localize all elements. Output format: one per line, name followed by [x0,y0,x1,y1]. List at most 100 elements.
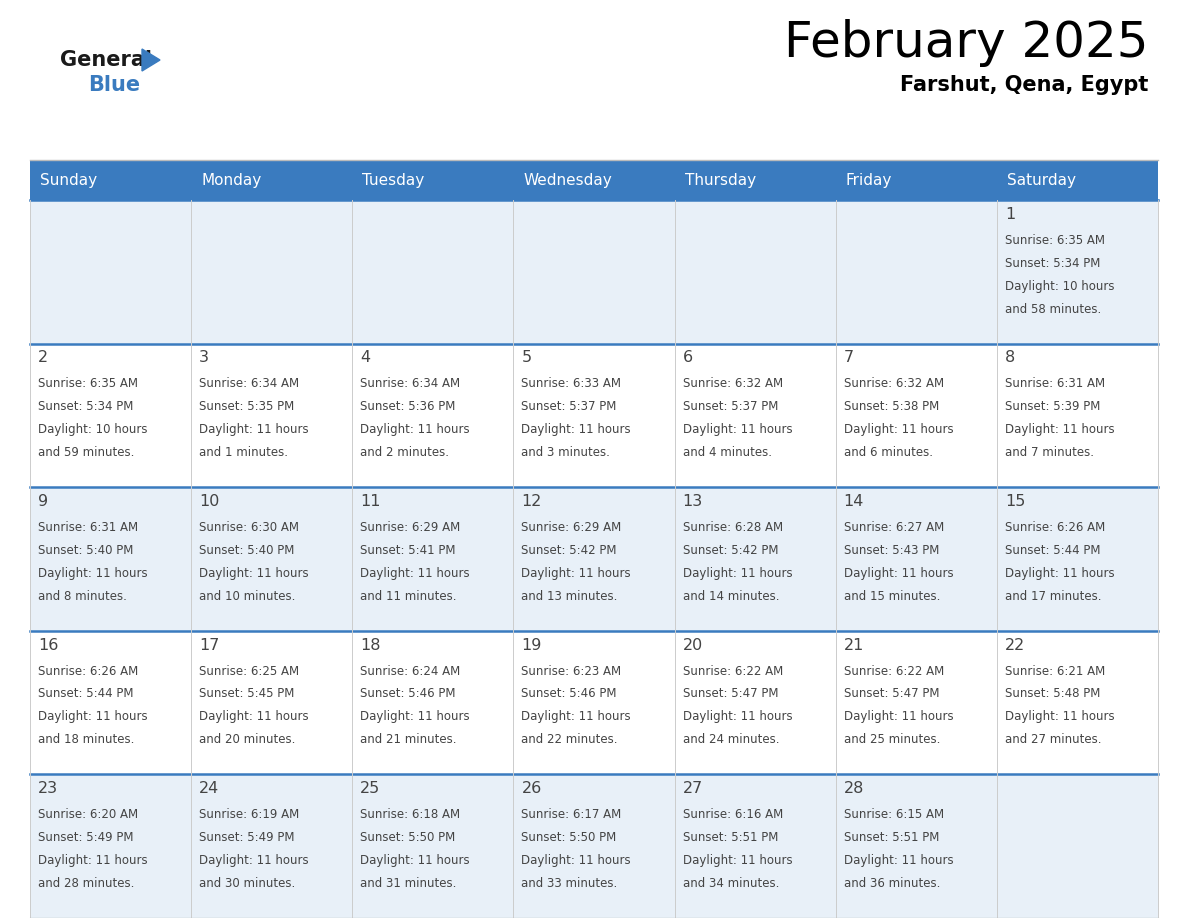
Text: 8: 8 [1005,351,1015,365]
Text: Daylight: 11 hours: Daylight: 11 hours [843,566,953,580]
Text: Sunrise: 6:24 AM: Sunrise: 6:24 AM [360,665,461,677]
Text: Sunset: 5:46 PM: Sunset: 5:46 PM [522,688,617,700]
Bar [30,343,1158,487]
Text: and 20 minutes.: and 20 minutes. [200,733,296,746]
Text: Sunset: 5:47 PM: Sunset: 5:47 PM [683,688,778,700]
Text: Blue: Blue [88,75,140,95]
Bar [30,200,1158,343]
Text: and 15 minutes.: and 15 minutes. [843,590,940,603]
Text: Daylight: 11 hours: Daylight: 11 hours [843,711,953,723]
Text: Daylight: 11 hours: Daylight: 11 hours [522,854,631,868]
Text: and 1 minutes.: and 1 minutes. [200,446,289,459]
Text: Daylight: 11 hours: Daylight: 11 hours [38,854,147,868]
Text: Sunset: 5:38 PM: Sunset: 5:38 PM [843,400,939,413]
Text: 24: 24 [200,781,220,796]
Text: Sunset: 5:50 PM: Sunset: 5:50 PM [360,831,455,844]
Text: Daylight: 11 hours: Daylight: 11 hours [1005,423,1114,436]
Text: Saturday: Saturday [1007,173,1076,187]
Text: 27: 27 [683,781,703,796]
Text: Sunrise: 6:26 AM: Sunrise: 6:26 AM [38,665,138,677]
Text: Tuesday: Tuesday [362,173,424,187]
Text: and 8 minutes.: and 8 minutes. [38,590,127,603]
Text: and 14 minutes.: and 14 minutes. [683,590,779,603]
Text: Sunset: 5:39 PM: Sunset: 5:39 PM [1005,400,1100,413]
Text: and 36 minutes.: and 36 minutes. [843,877,940,890]
Text: 15: 15 [1005,494,1025,509]
Text: and 10 minutes.: and 10 minutes. [200,590,296,603]
Text: Daylight: 11 hours: Daylight: 11 hours [683,566,792,580]
Text: Daylight: 10 hours: Daylight: 10 hours [38,423,147,436]
Text: Daylight: 11 hours: Daylight: 11 hours [522,566,631,580]
Text: Sunrise: 6:18 AM: Sunrise: 6:18 AM [360,808,461,821]
Text: Daylight: 11 hours: Daylight: 11 hours [360,423,470,436]
Text: Daylight: 11 hours: Daylight: 11 hours [522,711,631,723]
Text: and 6 minutes.: and 6 minutes. [843,446,933,459]
Text: Daylight: 11 hours: Daylight: 11 hours [200,423,309,436]
Text: 20: 20 [683,638,703,653]
Text: Sunset: 5:34 PM: Sunset: 5:34 PM [1005,257,1100,270]
Text: and 17 minutes.: and 17 minutes. [1005,590,1101,603]
Text: Daylight: 11 hours: Daylight: 11 hours [1005,566,1114,580]
Text: Wednesday: Wednesday [524,173,612,187]
Text: 22: 22 [1005,638,1025,653]
Text: 4: 4 [360,351,371,365]
Text: and 13 minutes.: and 13 minutes. [522,590,618,603]
Text: Sunset: 5:42 PM: Sunset: 5:42 PM [522,543,617,557]
Text: Sunset: 5:40 PM: Sunset: 5:40 PM [200,543,295,557]
Text: Daylight: 11 hours: Daylight: 11 hours [683,711,792,723]
Text: Sunset: 5:37 PM: Sunset: 5:37 PM [522,400,617,413]
Text: 13: 13 [683,494,703,509]
Text: and 22 minutes.: and 22 minutes. [522,733,618,746]
Text: Sunset: 5:51 PM: Sunset: 5:51 PM [683,831,778,844]
Text: Sunrise: 6:16 AM: Sunrise: 6:16 AM [683,808,783,821]
Text: Sunset: 5:36 PM: Sunset: 5:36 PM [360,400,456,413]
Text: Sunset: 5:37 PM: Sunset: 5:37 PM [683,400,778,413]
Text: Daylight: 11 hours: Daylight: 11 hours [360,566,470,580]
Text: Sunset: 5:34 PM: Sunset: 5:34 PM [38,400,133,413]
Bar [30,160,1158,200]
Text: Sunrise: 6:15 AM: Sunrise: 6:15 AM [843,808,943,821]
Text: Daylight: 11 hours: Daylight: 11 hours [683,854,792,868]
Text: Sunrise: 6:32 AM: Sunrise: 6:32 AM [683,377,783,390]
Text: Daylight: 11 hours: Daylight: 11 hours [683,423,792,436]
Text: Sunset: 5:41 PM: Sunset: 5:41 PM [360,543,456,557]
Text: and 31 minutes.: and 31 minutes. [360,877,456,890]
Text: 9: 9 [38,494,49,509]
Text: Sunset: 5:43 PM: Sunset: 5:43 PM [843,543,939,557]
Text: Daylight: 11 hours: Daylight: 11 hours [360,711,470,723]
Text: Sunrise: 6:35 AM: Sunrise: 6:35 AM [1005,234,1105,247]
Text: and 21 minutes.: and 21 minutes. [360,733,456,746]
Text: Daylight: 11 hours: Daylight: 11 hours [200,566,309,580]
Text: Sunrise: 6:34 AM: Sunrise: 6:34 AM [360,377,461,390]
Text: Sunrise: 6:33 AM: Sunrise: 6:33 AM [522,377,621,390]
Text: 28: 28 [843,781,864,796]
Text: 26: 26 [522,781,542,796]
Text: 17: 17 [200,638,220,653]
Text: 25: 25 [360,781,380,796]
Bar [30,631,1158,775]
Bar [30,487,1158,631]
Text: Sunrise: 6:31 AM: Sunrise: 6:31 AM [38,521,138,534]
Text: Sunrise: 6:29 AM: Sunrise: 6:29 AM [360,521,461,534]
Text: and 2 minutes.: and 2 minutes. [360,446,449,459]
Text: and 3 minutes.: and 3 minutes. [522,446,611,459]
Text: Sunset: 5:44 PM: Sunset: 5:44 PM [38,688,133,700]
Text: Daylight: 11 hours: Daylight: 11 hours [522,423,631,436]
Text: Sunrise: 6:19 AM: Sunrise: 6:19 AM [200,808,299,821]
Text: Daylight: 11 hours: Daylight: 11 hours [843,854,953,868]
Text: Sunset: 5:40 PM: Sunset: 5:40 PM [38,543,133,557]
Text: Sunrise: 6:28 AM: Sunrise: 6:28 AM [683,521,783,534]
Text: 18: 18 [360,638,381,653]
Text: Sunset: 5:44 PM: Sunset: 5:44 PM [1005,543,1100,557]
Text: 12: 12 [522,494,542,509]
Text: Sunday: Sunday [40,173,97,187]
Text: 14: 14 [843,494,864,509]
Text: Daylight: 11 hours: Daylight: 11 hours [360,854,470,868]
Text: 19: 19 [522,638,542,653]
Text: Sunrise: 6:23 AM: Sunrise: 6:23 AM [522,665,621,677]
Text: Farshut, Qena, Egypt: Farshut, Qena, Egypt [899,75,1148,95]
Text: Daylight: 11 hours: Daylight: 11 hours [200,854,309,868]
Text: Sunrise: 6:22 AM: Sunrise: 6:22 AM [843,665,944,677]
Text: and 27 minutes.: and 27 minutes. [1005,733,1101,746]
Text: and 58 minutes.: and 58 minutes. [1005,303,1101,316]
